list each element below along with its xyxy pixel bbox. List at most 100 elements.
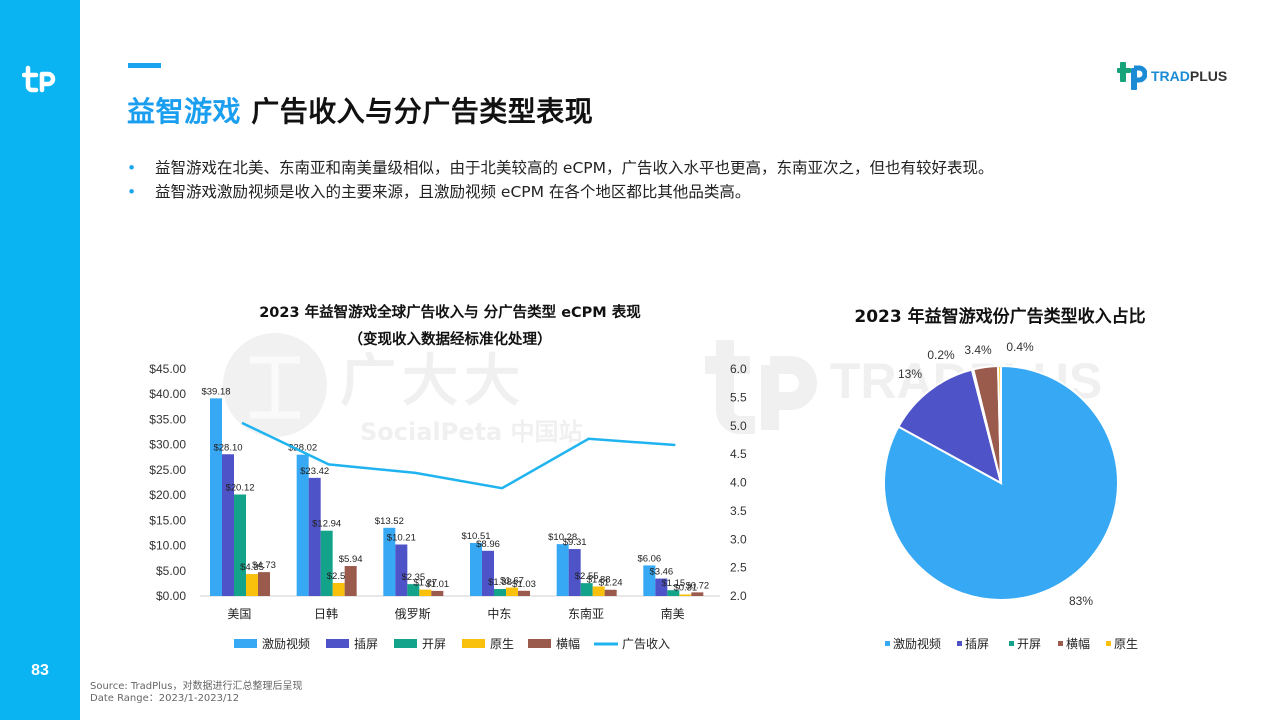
legend-swatch (1058, 641, 1063, 646)
y-left-tick-label: $45.00 (149, 362, 186, 376)
sidebar: 83 (0, 0, 80, 720)
x-tick-label: 美国 (227, 607, 251, 621)
date-range-line: Date Range：2023/1-2023/12 (90, 693, 240, 704)
data-label: $1.38 (488, 577, 512, 588)
bar (592, 586, 605, 596)
y-right-tick-label: 6.0 (730, 362, 747, 376)
bar (210, 398, 222, 596)
x-tick-label: 俄罗斯 (395, 607, 431, 621)
bar (395, 544, 408, 596)
bar (679, 594, 692, 596)
data-label: $39.18 (201, 386, 230, 397)
data-label: $10.28 (548, 532, 577, 543)
bar (667, 590, 680, 596)
y-right-tick-label: 3.0 (730, 532, 747, 546)
data-label: $1.67 (500, 576, 524, 587)
data-label: $13.52 (375, 516, 404, 527)
bullet-text: 益智游戏激励视频是收入的主要来源，且激励视频 eCPM 在各个地区都比其他品类高… (155, 183, 751, 201)
legend-swatch (394, 639, 417, 648)
data-label: $5.94 (339, 554, 363, 565)
y-right-tick-label: 2.5 (730, 561, 747, 575)
bar-chart-subtitle: （变现收入数据经标准化处理） (348, 332, 552, 348)
legend-swatch (885, 641, 890, 646)
data-label: $1.88 (587, 575, 611, 586)
bar (518, 590, 530, 596)
brand-name-b: PLUS (1189, 68, 1228, 84)
bar (344, 566, 357, 596)
legend-swatch (528, 639, 551, 648)
bar (258, 572, 270, 596)
slice-label: 0.4% (1006, 340, 1034, 354)
y-right-tick-label: 4.5 (730, 447, 747, 461)
bar (506, 587, 518, 596)
data-label: $28.10 (213, 442, 242, 453)
data-label: $1.27 (413, 578, 437, 589)
legend-swatch (957, 641, 962, 646)
data-label: $9.31 (563, 537, 587, 548)
data-label: $23.42 (300, 466, 329, 477)
bar (419, 589, 432, 596)
bar (482, 550, 494, 596)
tradplus-logo-icon (1117, 62, 1147, 90)
title-rest: 广告收入与分广告类型表现 (241, 95, 594, 128)
legend-label: 插屏 (354, 637, 378, 651)
bullet-marker: • (127, 183, 137, 201)
data-label: $6.06 (637, 553, 661, 564)
y-left-tick-label: $5.00 (156, 564, 186, 578)
legend-label: 插屏 (965, 637, 989, 651)
legend-swatch (326, 639, 349, 648)
data-label: $4.73 (252, 560, 276, 571)
data-label: $28.02 (288, 443, 317, 454)
y-right-tick-label: 5.5 (730, 390, 747, 404)
brand-logo: TRADPLUS (1117, 60, 1227, 92)
bar (246, 574, 258, 596)
bar (320, 530, 333, 596)
legend-swatch (1106, 641, 1111, 646)
y-right-tick-label: 5.0 (730, 419, 747, 433)
data-label: $0.72 (685, 580, 709, 591)
data-label: $10.21 (387, 532, 416, 543)
bar (222, 454, 234, 596)
bar (234, 494, 246, 596)
bar (470, 542, 482, 596)
title-highlight: 益智游戏 (127, 95, 242, 128)
bar (643, 565, 656, 596)
x-tick-label: 东南亚 (568, 606, 604, 621)
data-label: $20.12 (225, 483, 254, 494)
bar (407, 584, 420, 596)
data-label: $12.94 (312, 519, 341, 530)
legend-label: 开屏 (422, 637, 446, 651)
bar (580, 583, 593, 596)
bar (691, 592, 704, 596)
page-title: 益智游戏 广告收入与分广告类型表现 (127, 90, 593, 130)
data-label: $2.35 (401, 572, 425, 583)
pie-slice (897, 368, 1003, 485)
data-label: $1.15 (661, 578, 685, 589)
y-left-tick-label: $25.00 (149, 463, 186, 477)
source-line: Source: TradPlus，对数据进行汇总整理后呈现 (90, 681, 303, 692)
data-label: $1.03 (512, 579, 536, 590)
data-label: $1.24 (599, 578, 623, 589)
legend-label: 横幅 (556, 636, 580, 651)
pie-slice (997, 364, 1002, 484)
data-label: $4.35 (240, 562, 264, 573)
brand-name: TRADPLUS (1151, 68, 1227, 84)
y-left-tick-label: $15.00 (149, 513, 186, 527)
legend-label: 激励视频 (893, 636, 941, 651)
bar (308, 477, 321, 596)
x-tick-label: 南美 (661, 606, 685, 621)
legend-label: 原生 (490, 637, 514, 651)
bar (296, 454, 309, 596)
line-series-广告收入 (241, 421, 676, 490)
legend-label: 横幅 (1066, 636, 1090, 651)
data-label: $10.51 (461, 531, 490, 542)
x-tick-label: 中东 (487, 606, 511, 621)
slice-label: 83% (1069, 594, 1093, 608)
legend-label: 开屏 (1017, 637, 1041, 651)
y-left-tick-label: $20.00 (149, 488, 186, 502)
y-left-tick-label: $10.00 (149, 539, 186, 553)
data-label: $1.01 (425, 579, 449, 590)
bar (332, 582, 345, 596)
legend-swatch (1009, 641, 1014, 646)
